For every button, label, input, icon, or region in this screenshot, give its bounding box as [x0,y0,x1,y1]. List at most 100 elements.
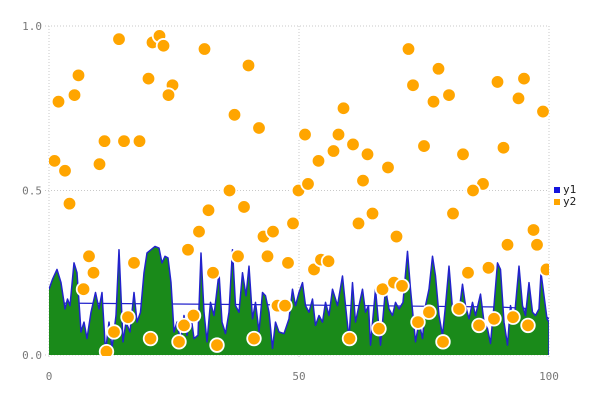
y2-scatter-point [435,334,451,350]
y2-scatter-point [131,133,148,149]
y2-scatter-point [405,77,421,93]
y2-scatter-point [66,87,83,103]
y2-scatter-point [520,317,536,334]
y2-scatter-point [185,307,202,324]
y-tick-label: 0.0 [22,349,42,362]
y2-scatter-point [61,195,78,212]
y2-scatter-point [455,146,471,163]
y2-scatter-point [70,67,87,84]
y2-scatter-point [505,309,521,325]
y2-scatter-point [535,103,549,120]
y2-scatter-point [106,324,122,340]
y2-scatter-point [280,255,296,271]
y2-scatter-point [325,143,342,159]
y2-scatter-point [480,260,497,276]
y2-scatter-point [359,146,376,163]
y2-scatter-point [176,317,192,334]
y2-scatter-point [499,237,516,253]
y2-scatter-point [259,248,276,264]
y2-scatter-point [489,74,506,90]
y2-scatter-point [430,61,447,77]
x-tick-label: 0 [46,370,53,383]
y2-scatter-point [116,133,132,149]
legend-item-y2: y2 [554,196,576,207]
y2-scatter-point [111,31,127,47]
y2-scatter-point [335,100,352,116]
y2-scatter-point [529,237,545,253]
y2-scatter-point [191,223,207,240]
y2-scatter-point [49,153,63,169]
y2-scatter-point [486,311,502,327]
y2-scatter-point [126,255,142,271]
y-tick-label: 0.5 [22,185,42,198]
y2-scatter-point [394,278,410,294]
y2-scatter-point [246,330,262,347]
y2-scatter-point [75,281,92,297]
y2-scatter-point [364,205,381,222]
y2-scatter-point [140,70,157,87]
y2-scatter-point [50,93,67,110]
y2-scatter-point [371,320,387,337]
y2-scatter-point [277,297,293,314]
y2-scatter-point [310,153,327,169]
y2-scatter-point [330,126,347,143]
y2-scatter-point [441,87,457,103]
y-tick-label: 1.0 [22,20,42,33]
y2-scatter-point [96,133,113,149]
y2-scatter-point [345,136,361,153]
y2-scatter-point [265,223,281,240]
y2-scatter-point [300,176,316,192]
x-tick-label: 100 [539,370,559,383]
y2-scatter-point [495,140,512,156]
y2-scatter-point [81,248,97,264]
y2-scatter-point [355,172,371,189]
x-tick-label: 50 [292,370,305,383]
y2-scatter-point [85,265,102,281]
y2-scatter-point [230,248,246,264]
y2-scatter-point [209,337,225,353]
y1-outline [49,245,549,355]
y2-scatter-point [155,38,172,54]
y2-scatter-point [471,317,487,334]
y2-scatter-point [400,41,417,57]
y2-scatter-point [445,205,461,222]
y2-scatter-point [57,163,73,179]
y2-scatter-point [460,265,476,281]
y2-scatter-point [91,156,108,172]
y2-scatter-point [226,107,243,123]
y2-scatter-point [525,222,542,238]
legend-label-y2: y2 [563,195,577,208]
y2-scatter-point [341,330,358,347]
legend-label-y1: y1 [563,183,577,196]
y2-scatter-point [421,304,437,320]
y2-scatter-point [510,90,527,107]
y2-scatter-point [221,182,238,199]
legend-swatch-y1 [554,186,560,193]
y2-scatter-point [240,57,257,74]
y2-scatter-point [142,330,159,347]
y2-scatter-point [251,120,267,136]
y2-scatter-point [350,215,367,232]
y2-scatter-point [416,138,432,154]
y2-scatter-point [451,301,467,317]
y2-scatter-point [171,334,187,350]
y2-scatter-point [196,41,213,57]
y2-scatter-point [425,93,442,110]
y2-scatter-group [49,28,549,356]
legend-item-y1: y1 [554,184,576,195]
y2-scatter-point [380,159,396,176]
y2-scatter-point [374,281,391,297]
y2-scatter-point [388,228,405,245]
y2-scatter-point [285,215,301,232]
y2-scatter-point [465,182,481,199]
y2-scatter-point [236,199,252,215]
y2-scatter-point [516,70,532,87]
y2-scatter-point [297,126,313,143]
y2-scatter-point [538,261,549,278]
y2-scatter-point [200,202,217,218]
y2-scatter-point [120,309,136,325]
y2-scatter-point [205,265,221,281]
legend-swatch-y2 [554,198,560,205]
y2-scatter-point [160,87,177,103]
